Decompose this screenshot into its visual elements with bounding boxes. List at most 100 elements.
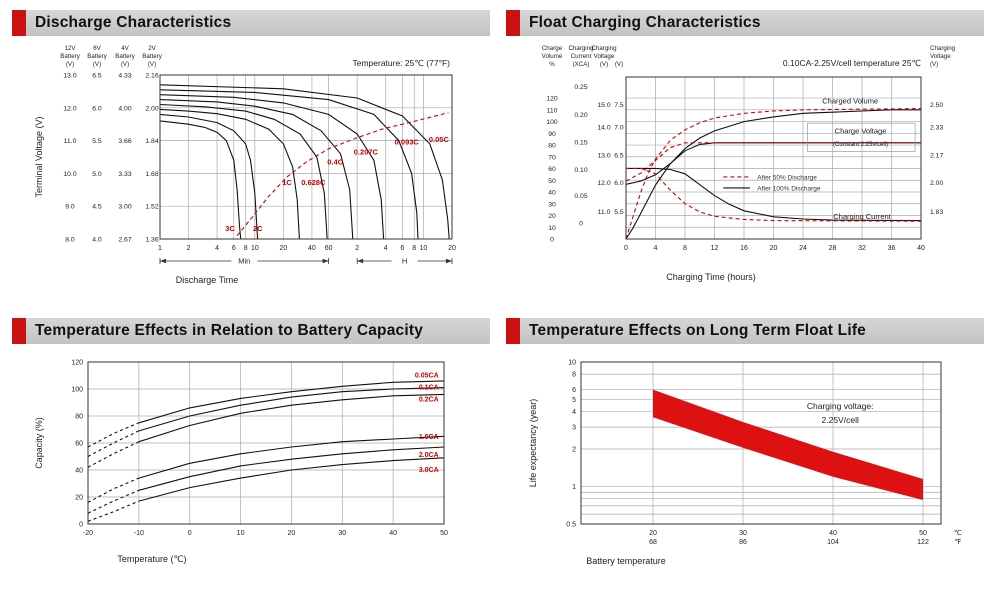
svg-text:(V): (V) bbox=[930, 61, 938, 68]
svg-text:(V): (V) bbox=[121, 61, 129, 68]
svg-text:2C: 2C bbox=[253, 224, 263, 233]
svg-text:60: 60 bbox=[548, 166, 556, 173]
svg-text:0.10: 0.10 bbox=[574, 167, 587, 174]
svg-text:Battery: Battery bbox=[142, 53, 163, 60]
svg-text:5.5: 5.5 bbox=[92, 138, 102, 145]
svg-text:(V): (V) bbox=[93, 61, 101, 68]
svg-text:28: 28 bbox=[829, 245, 837, 252]
svg-text:6.5: 6.5 bbox=[92, 73, 102, 80]
svg-text:11.0: 11.0 bbox=[64, 138, 77, 145]
svg-text:(V): (V) bbox=[148, 61, 156, 68]
svg-text:Discharge Time: Discharge Time bbox=[176, 275, 239, 285]
svg-text:4: 4 bbox=[384, 245, 388, 252]
svg-text:℃: ℃ bbox=[954, 530, 962, 537]
svg-text:Charging voltage:: Charging voltage: bbox=[807, 401, 874, 411]
svg-text:100: 100 bbox=[546, 119, 558, 126]
svg-text:20: 20 bbox=[75, 494, 83, 501]
svg-text:12.0: 12.0 bbox=[597, 180, 610, 187]
svg-text:40: 40 bbox=[389, 530, 397, 537]
svg-text:0.10CA-2.25V/cell temperature: 0.10CA-2.25V/cell temperature 25℃ bbox=[783, 58, 922, 68]
svg-text:0.15: 0.15 bbox=[574, 139, 587, 146]
svg-text:30: 30 bbox=[739, 530, 747, 537]
svg-text:100: 100 bbox=[71, 387, 83, 394]
temperature-capacity-chart: -20 -10 0 10 20 30 40 50 0 20 40 60 80 100 120 0.05CA 0.… bbox=[34, 360, 448, 565]
svg-text:50: 50 bbox=[548, 178, 556, 185]
svg-text:2.17: 2.17 bbox=[930, 152, 943, 159]
svg-text:40: 40 bbox=[917, 245, 925, 252]
svg-text:68: 68 bbox=[649, 539, 657, 546]
svg-text:10: 10 bbox=[251, 245, 259, 252]
svg-text:(V): (V) bbox=[66, 61, 74, 68]
svg-text:Current: Current bbox=[571, 53, 592, 60]
svg-text:16: 16 bbox=[740, 245, 748, 252]
discharge-characteristics-chart: 1 2 4 6 8 10 20 40 60 2 4 6 8 10 2012VBattery(V)13.012… bbox=[34, 45, 456, 285]
svg-text:0.20: 0.20 bbox=[574, 112, 587, 119]
section-header-float-charging: Float Charging Characteristics bbox=[506, 10, 984, 36]
svg-text:Charged Volume: Charged Volume bbox=[822, 97, 878, 106]
svg-text:0.093C: 0.093C bbox=[395, 138, 420, 147]
svg-text:%: % bbox=[549, 61, 555, 68]
svg-text:3.00: 3.00 bbox=[118, 204, 131, 211]
svg-text:90: 90 bbox=[548, 131, 556, 138]
svg-text:36: 36 bbox=[888, 245, 896, 252]
svg-text:5.0: 5.0 bbox=[92, 171, 102, 178]
svg-text:86: 86 bbox=[739, 539, 747, 546]
svg-text:0.2CA: 0.2CA bbox=[419, 397, 439, 404]
svg-text:0.5: 0.5 bbox=[566, 522, 576, 529]
section-header-temperature-capacity: Temperature Effects in Relation to Batte… bbox=[12, 318, 490, 344]
battery-datasheet-page: Discharge Characteristics 1 2 4 6 8 10 20 40 60 2… bbox=[12, 10, 984, 578]
svg-text:4: 4 bbox=[654, 245, 658, 252]
svg-text:Capacity (%): Capacity (%) bbox=[34, 417, 44, 469]
svg-text:3C: 3C bbox=[225, 224, 235, 233]
panel-float-life: Temperature Effects on Long Term Float L… bbox=[506, 318, 984, 578]
svg-text:60: 60 bbox=[325, 245, 333, 252]
svg-text:40: 40 bbox=[75, 468, 83, 475]
svg-text:80: 80 bbox=[75, 413, 83, 420]
svg-text:2: 2 bbox=[187, 245, 191, 252]
svg-text:0.628C: 0.628C bbox=[301, 178, 326, 187]
svg-text:1C: 1C bbox=[282, 178, 292, 187]
svg-text:50: 50 bbox=[440, 530, 448, 537]
svg-text:(V): (V) bbox=[600, 61, 608, 68]
svg-text:6.5: 6.5 bbox=[614, 152, 624, 159]
svg-text:0: 0 bbox=[188, 530, 192, 537]
svg-text:20: 20 bbox=[770, 245, 778, 252]
svg-text:Charging: Charging bbox=[568, 45, 594, 52]
svg-text:2.50: 2.50 bbox=[930, 102, 943, 109]
svg-text:30: 30 bbox=[548, 201, 556, 208]
svg-text:0.05CA: 0.05CA bbox=[415, 372, 439, 379]
svg-text:8: 8 bbox=[412, 245, 416, 252]
svg-text:40: 40 bbox=[308, 245, 316, 252]
svg-text:(XCA): (XCA) bbox=[573, 61, 590, 68]
svg-text:10.0: 10.0 bbox=[63, 171, 76, 178]
svg-text:104: 104 bbox=[827, 539, 839, 546]
svg-text:Voltage: Voltage bbox=[930, 53, 951, 60]
svg-text:6.0: 6.0 bbox=[92, 105, 102, 112]
svg-text:20: 20 bbox=[548, 213, 556, 220]
svg-text:3: 3 bbox=[572, 425, 576, 432]
svg-text:120: 120 bbox=[546, 96, 558, 103]
svg-text:5: 5 bbox=[572, 397, 576, 404]
svg-text:4.33: 4.33 bbox=[118, 73, 131, 80]
svg-text:122: 122 bbox=[917, 539, 929, 546]
svg-text:1: 1 bbox=[572, 484, 576, 491]
svg-text:3.66: 3.66 bbox=[118, 138, 131, 145]
svg-text:32: 32 bbox=[858, 245, 866, 252]
svg-text:8: 8 bbox=[683, 245, 687, 252]
svg-text:9.0: 9.0 bbox=[65, 204, 75, 211]
svg-text:6: 6 bbox=[400, 245, 404, 252]
svg-text:Temperature (℃): Temperature (℃) bbox=[117, 554, 186, 564]
svg-text:1: 1 bbox=[158, 245, 162, 252]
svg-text:Charging Current: Charging Current bbox=[833, 212, 891, 221]
svg-text:2.00: 2.00 bbox=[930, 180, 943, 187]
svg-text:8.0: 8.0 bbox=[65, 237, 75, 244]
svg-text:0.1CA: 0.1CA bbox=[419, 385, 439, 392]
svg-text:13.0: 13.0 bbox=[63, 73, 76, 80]
svg-text:Battery: Battery bbox=[115, 53, 136, 60]
svg-text:80: 80 bbox=[548, 143, 556, 150]
section-header-discharge: Discharge Characteristics bbox=[12, 10, 490, 36]
svg-text:5.5: 5.5 bbox=[614, 209, 624, 216]
panel-discharge-characteristics: Discharge Characteristics 1 2 4 6 8 10 20 40 60 2… bbox=[12, 10, 490, 290]
svg-text:Voltage: Voltage bbox=[594, 53, 615, 60]
svg-text:H: H bbox=[402, 257, 407, 266]
